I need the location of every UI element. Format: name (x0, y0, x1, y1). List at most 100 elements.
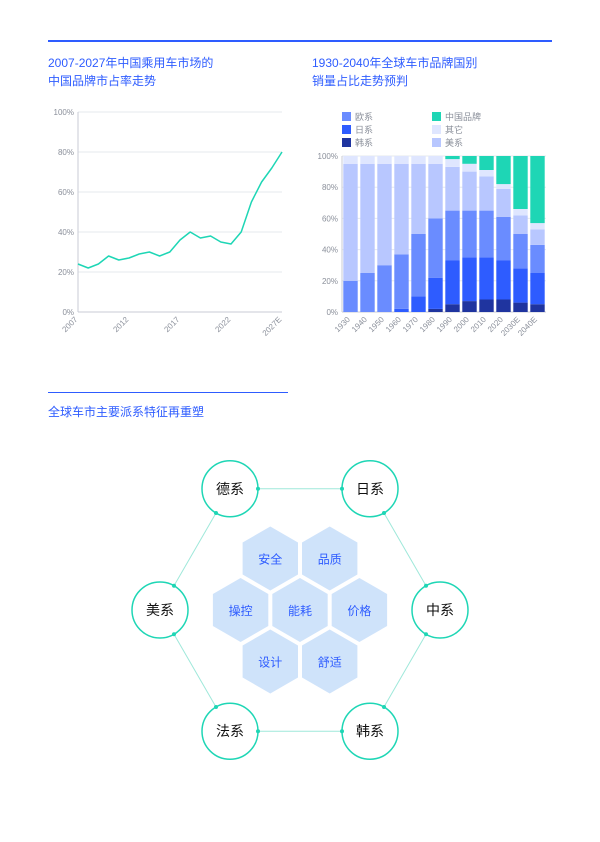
x-tick-label: 2010 (469, 315, 488, 334)
x-tick-label: 2017 (162, 315, 181, 334)
bar-segment (462, 172, 476, 211)
bar-segment (445, 156, 459, 159)
stacked-chart-panel: 1930-2040年全球车市品牌国别销量占比走势预判 欧系日系韩系中国品牌其它美… (312, 54, 552, 356)
legend-label: 中国品牌 (445, 111, 481, 122)
bar-segment (377, 156, 391, 164)
x-tick-label: 1950 (367, 315, 386, 334)
bar-segment (428, 156, 442, 164)
bar-segment (462, 164, 476, 172)
connector-dot (340, 729, 344, 733)
outer-node-label: 德系 (216, 481, 244, 497)
connector-dot (382, 705, 386, 709)
legend-swatch (432, 112, 441, 121)
bar-segment (360, 156, 374, 164)
outer-node-label: 法系 (216, 723, 244, 739)
bar-segment (445, 167, 459, 211)
y-tick-label: 20% (58, 268, 74, 277)
bar-segment (496, 261, 510, 300)
bar-segment (394, 156, 408, 164)
bar-segment (360, 164, 374, 273)
connector-dot (214, 511, 218, 515)
stacked-chart-title: 1930-2040年全球车市品牌国别销量占比走势预判 (312, 54, 552, 90)
legend-label: 美系 (445, 137, 463, 148)
hex-label: 设计 (258, 655, 282, 669)
y-tick-label: 100% (318, 152, 338, 161)
factions-diagram: 安全操控品质能耗设计价格舒适德系日系中系韩系法系美系 (110, 440, 490, 780)
line-chart: 0%20%40%60%80%100%20072012201720222027E (48, 106, 288, 356)
section-divider (48, 392, 288, 393)
hex-label: 安全 (258, 552, 282, 567)
line-series (78, 152, 282, 268)
bar-segment (445, 211, 459, 261)
bar-segment (394, 164, 408, 255)
line-chart-title: 2007-2027年中国乘用车市场的中国品牌市占率走势 (48, 54, 288, 90)
bar-segment (411, 156, 425, 164)
bar-segment (411, 296, 425, 312)
outer-node-label: 日系 (356, 481, 384, 497)
bar-segment (343, 164, 357, 281)
bar-segment (496, 300, 510, 313)
bar-segment (496, 217, 510, 261)
bar-segment (530, 304, 544, 312)
bar-segment (479, 257, 493, 299)
bar-segment (479, 170, 493, 176)
y-tick-label: 0% (326, 308, 338, 317)
x-tick-label: 1930 (333, 315, 352, 334)
connector-dot (382, 511, 386, 515)
bar-segment (530, 223, 544, 229)
hex-label: 价格 (347, 603, 371, 618)
bar-segment (411, 234, 425, 296)
hex-label: 舒适 (318, 655, 342, 669)
connector-dot (340, 487, 344, 491)
legend-swatch (342, 125, 351, 134)
legend-swatch (432, 125, 441, 134)
legend-label: 其它 (445, 124, 463, 135)
bar-segment (343, 156, 357, 164)
bar-segment (496, 184, 510, 189)
x-tick-label: 1960 (384, 315, 403, 334)
bar-segment (513, 215, 527, 234)
legend-swatch (342, 138, 351, 147)
bar-segment (496, 156, 510, 184)
x-tick-label: 2012 (111, 315, 130, 334)
connector-dot (424, 632, 428, 636)
bar-segment (377, 164, 391, 265)
bar-segment (530, 245, 544, 273)
bar-segment (428, 278, 442, 309)
bar-segment (428, 309, 442, 312)
x-tick-label: 2007 (60, 315, 79, 334)
stacked-chart: 欧系日系韩系中国品牌其它美系0%20%40%60%80%100%19301940… (312, 106, 552, 356)
bar-segment (496, 189, 510, 217)
x-tick-label: 1980 (418, 315, 437, 334)
bar-segment (445, 304, 459, 312)
y-tick-label: 100% (54, 108, 74, 117)
bar-segment (479, 176, 493, 210)
top-divider (48, 40, 552, 42)
bar-segment (513, 209, 527, 215)
hex-label: 能耗 (288, 604, 312, 618)
connector-dot (424, 584, 428, 588)
x-tick-label: 1940 (350, 315, 369, 334)
bar-segment (377, 265, 391, 312)
y-tick-label: 60% (58, 188, 74, 197)
bar-segment (394, 254, 408, 309)
y-tick-label: 20% (322, 277, 338, 286)
y-tick-label: 60% (322, 214, 338, 223)
bar-segment (479, 211, 493, 258)
bar-segment (343, 281, 357, 312)
bar-segment (479, 156, 493, 170)
y-tick-label: 40% (322, 246, 338, 255)
bar-segment (513, 303, 527, 312)
legend-label: 韩系 (355, 137, 373, 148)
legend-label: 欧系 (355, 111, 373, 122)
outer-node-label: 韩系 (356, 723, 384, 739)
bar-segment (530, 156, 544, 223)
connector-dot (172, 584, 176, 588)
connector-dot (214, 705, 218, 709)
x-tick-label: 2000 (452, 315, 471, 334)
y-tick-label: 80% (322, 183, 338, 192)
line-chart-panel: 2007-2027年中国乘用车市场的中国品牌市占率走势 0%20%40%60%8… (48, 54, 288, 356)
bar-segment (445, 261, 459, 305)
hex-label: 品质 (318, 553, 342, 567)
bar-segment (411, 164, 425, 234)
